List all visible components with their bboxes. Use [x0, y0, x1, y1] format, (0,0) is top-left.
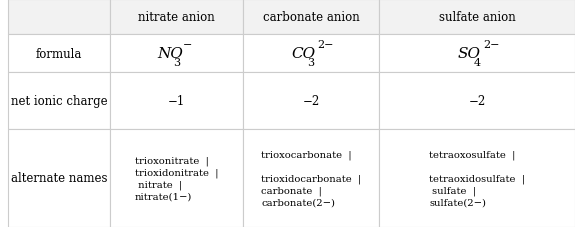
Bar — [380, 0, 575, 35]
Text: formula: formula — [36, 47, 82, 60]
Text: carbonate anion: carbonate anion — [263, 11, 360, 24]
Text: alternate names: alternate names — [11, 172, 108, 185]
Text: −2: −2 — [469, 94, 486, 108]
Bar — [110, 35, 243, 73]
Bar — [243, 0, 380, 35]
Text: −2: −2 — [303, 94, 320, 108]
Bar — [8, 73, 110, 129]
Bar — [243, 35, 380, 73]
Bar — [8, 0, 110, 35]
Text: sulfate anion: sulfate anion — [439, 11, 516, 24]
Bar — [243, 73, 380, 129]
Text: 2−: 2− — [317, 40, 334, 50]
Text: 4: 4 — [473, 58, 480, 68]
Bar — [110, 0, 243, 35]
Text: NO: NO — [157, 47, 183, 61]
Text: nitrate anion: nitrate anion — [139, 11, 215, 24]
Text: −: − — [182, 40, 192, 50]
Bar — [110, 129, 243, 227]
Text: −1: −1 — [168, 94, 186, 108]
Text: SO: SO — [457, 47, 480, 61]
Bar — [8, 129, 110, 227]
Bar — [243, 129, 380, 227]
Bar — [110, 73, 243, 129]
Text: trioxocarbonate  |

trioxidocarbonate  |
carbonate  |
carbonate(2−): trioxocarbonate | trioxidocarbonate | ca… — [261, 149, 362, 207]
Text: 3: 3 — [173, 58, 180, 68]
Text: CO: CO — [292, 47, 316, 61]
Bar — [380, 73, 575, 129]
Text: trioxonitrate  |
trioxidonitrate  |
 nitrate  |
nitrate(1−): trioxonitrate | trioxidonitrate | nitrat… — [135, 155, 218, 201]
Bar — [380, 35, 575, 73]
Text: 3: 3 — [308, 58, 315, 68]
Bar — [380, 129, 575, 227]
Text: 2−: 2− — [483, 40, 500, 50]
Bar — [8, 35, 110, 73]
Text: net ionic charge: net ionic charge — [11, 94, 108, 108]
Text: tetraoxosulfate  |

tetraoxidosulfate  |
 sulfate  |
sulfate(2−): tetraoxosulfate | tetraoxidosulfate | su… — [429, 149, 525, 207]
